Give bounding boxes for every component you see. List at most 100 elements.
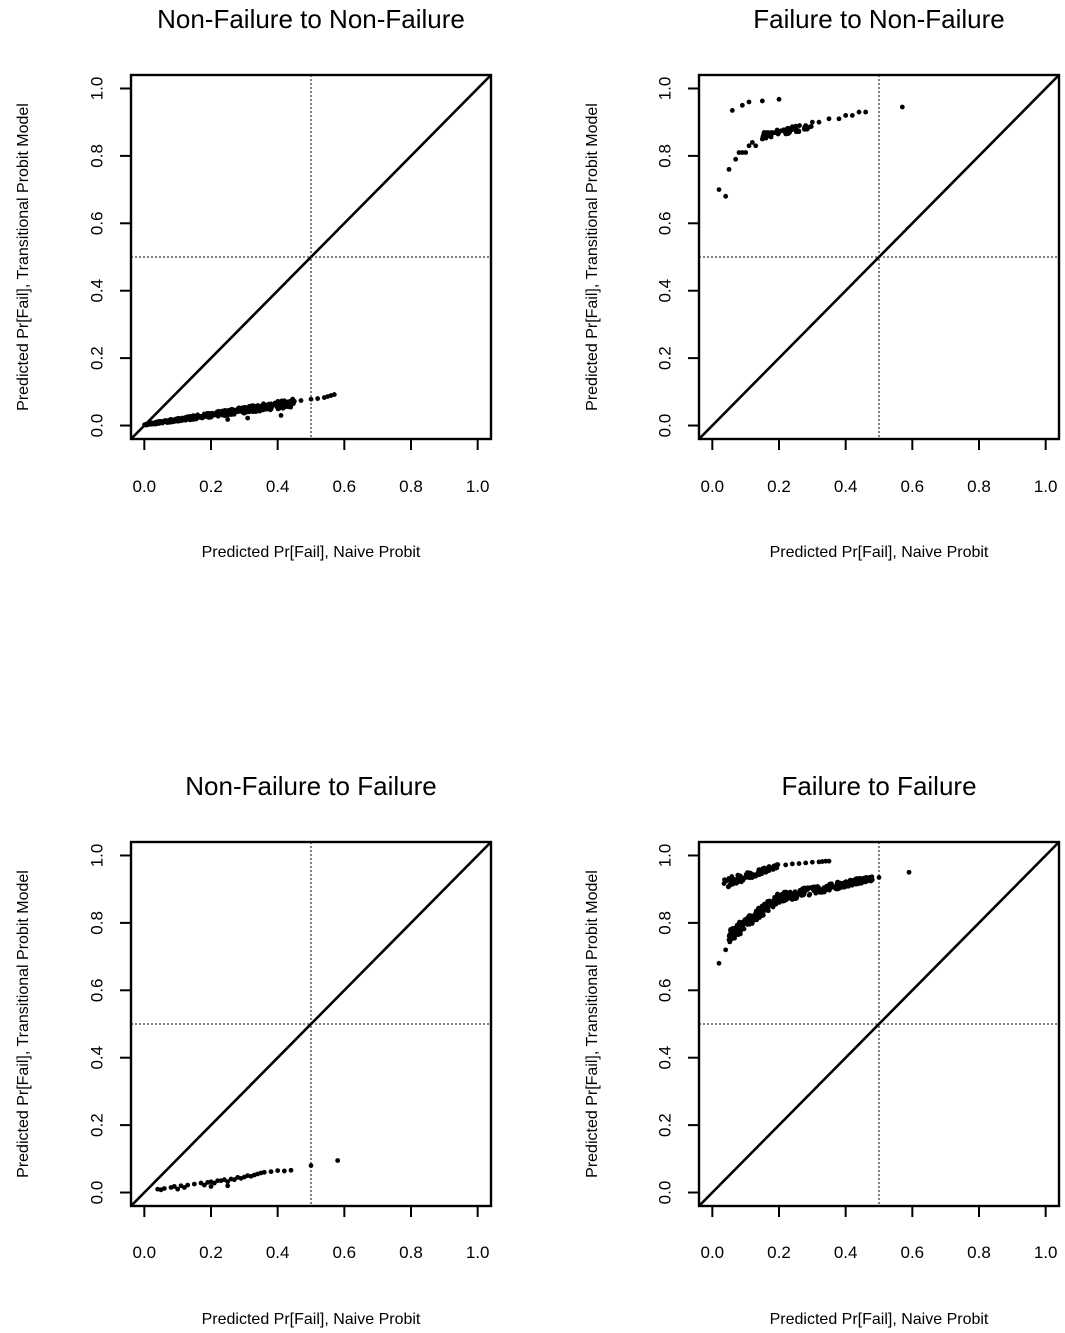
data-point <box>808 124 814 129</box>
data-point <box>777 899 782 905</box>
y-tick-label: 0.6 <box>87 211 106 235</box>
data-point <box>261 1169 267 1175</box>
data-point <box>797 888 803 893</box>
x-tick-label: 0.2 <box>199 1243 223 1262</box>
data-points <box>716 858 912 966</box>
data-point <box>181 1185 187 1190</box>
data-point <box>723 947 729 953</box>
data-point <box>753 143 759 149</box>
data-point <box>158 419 164 424</box>
y-tick-label: 0.8 <box>655 911 674 935</box>
data-point <box>153 421 159 427</box>
data-point <box>201 413 207 418</box>
panel-title: Failure to Non-Failure <box>753 4 1004 34</box>
data-point <box>275 1168 281 1174</box>
data-point <box>782 129 788 135</box>
data-point <box>759 98 765 104</box>
data-point <box>268 1169 274 1175</box>
data-point <box>255 403 261 409</box>
x-tick-label: 0.8 <box>399 1243 423 1262</box>
data-point <box>223 411 229 417</box>
x-tick-label: 0.6 <box>901 1243 925 1262</box>
data-point <box>823 858 829 864</box>
x-tick-label: 1.0 <box>466 1243 490 1262</box>
data-point <box>906 869 912 875</box>
y-tick-label: 0.8 <box>655 144 674 168</box>
data-point <box>843 113 849 118</box>
data-point <box>741 875 747 881</box>
data-point <box>232 409 238 415</box>
y-tick-label: 0.6 <box>655 211 674 235</box>
panel-title: Non-Failure to Failure <box>185 771 436 801</box>
data-point <box>739 102 745 108</box>
y-tick-label: 0.4 <box>655 1046 674 1070</box>
y-tick-label: 0.8 <box>87 144 106 168</box>
data-point <box>793 126 799 132</box>
data-point <box>803 860 809 866</box>
data-point <box>826 116 832 122</box>
x-axis-label: Predicted Pr[Fail], Naive Probit <box>770 544 989 561</box>
data-point <box>171 1184 177 1189</box>
y-axis-label: Predicted Pr[Fail], Transitional Probit … <box>15 103 32 411</box>
data-point <box>335 1158 341 1163</box>
x-tick-label: 1.0 <box>466 477 490 496</box>
data-point <box>835 883 841 889</box>
data-point <box>803 123 809 128</box>
x-tick-label: 0.0 <box>701 477 725 496</box>
data-point <box>738 879 744 885</box>
data-point <box>760 912 766 918</box>
data-point <box>802 889 808 895</box>
y-tick-label: 0.2 <box>87 346 106 370</box>
data-point <box>765 905 771 910</box>
data-point <box>298 398 304 403</box>
x-tick-label: 0.0 <box>701 1243 725 1262</box>
data-point <box>231 1177 237 1183</box>
data-point <box>769 130 775 135</box>
data-point <box>770 904 776 910</box>
data-point <box>278 400 284 405</box>
data-point <box>787 129 793 135</box>
y-axis-label: Predicted Pr[Fail], Transitional Probit … <box>584 103 601 411</box>
data-point <box>726 933 732 939</box>
x-tick-label: 0.4 <box>266 477 290 496</box>
data-point <box>749 875 755 881</box>
x-tick-label: 0.2 <box>767 477 791 496</box>
data-point <box>899 104 905 110</box>
data-point <box>221 408 226 414</box>
x-tick-label: 1.0 <box>1034 477 1058 496</box>
x-tick-label: 0.0 <box>133 1243 157 1262</box>
data-point <box>268 401 274 407</box>
data-point <box>863 109 869 115</box>
data-point <box>847 881 853 887</box>
data-point <box>725 884 731 890</box>
data-point <box>726 166 732 172</box>
data-points <box>142 392 337 428</box>
data-point <box>729 107 735 113</box>
data-point <box>291 398 297 404</box>
x-tick-label: 0.4 <box>834 1243 858 1262</box>
diagonal-line <box>698 841 1060 1207</box>
data-point <box>723 193 729 199</box>
data-point <box>776 129 782 135</box>
data-point <box>856 109 862 115</box>
data-point <box>809 119 815 125</box>
data-point <box>786 893 792 898</box>
y-tick-label: 0.8 <box>87 911 106 935</box>
data-point <box>208 1184 214 1189</box>
data-points <box>155 1158 341 1193</box>
data-point <box>281 1168 287 1174</box>
data-point <box>812 884 818 890</box>
x-tick-label: 0.4 <box>266 1243 290 1262</box>
y-tick-label: 0.4 <box>655 279 674 303</box>
diagonal-line <box>130 74 492 440</box>
y-tick-label: 0.0 <box>87 1181 106 1205</box>
data-point <box>741 919 747 925</box>
x-tick-label: 0.2 <box>767 1243 791 1262</box>
data-point <box>331 392 337 397</box>
data-point <box>767 898 772 904</box>
data-point <box>275 406 281 412</box>
y-axis-label: Predicted Pr[Fail], Transitional Probit … <box>584 870 601 1178</box>
data-point <box>836 116 842 122</box>
data-point <box>734 922 740 928</box>
y-tick-label: 0.4 <box>87 1046 106 1070</box>
